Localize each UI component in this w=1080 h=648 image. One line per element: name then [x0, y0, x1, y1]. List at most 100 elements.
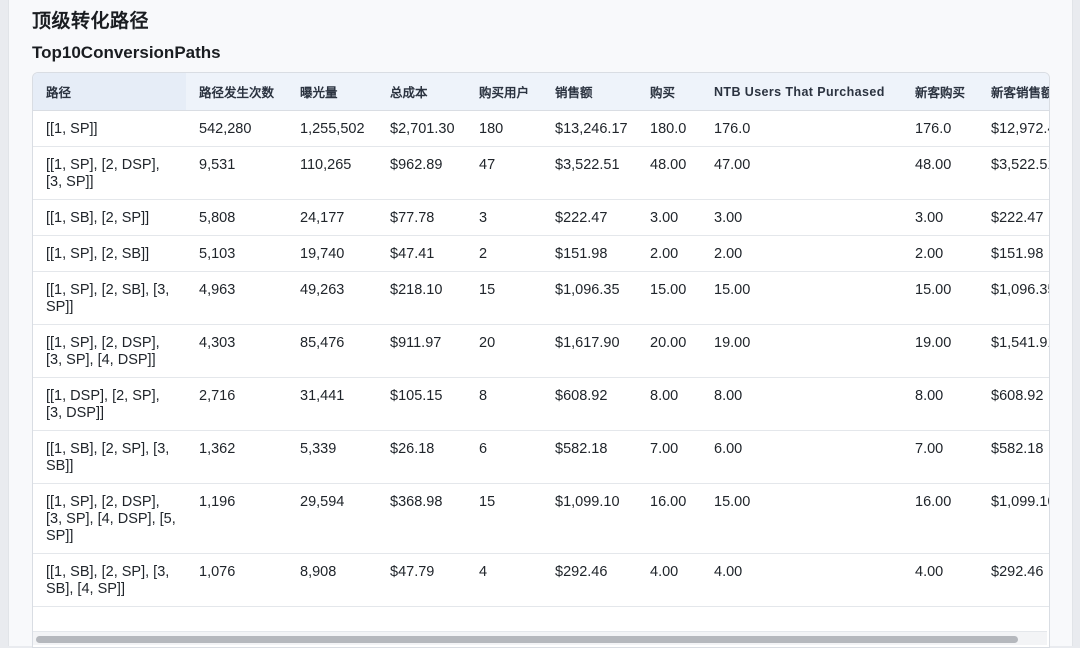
ntb-sales-cell: $292.46 [978, 553, 1049, 607]
column-header-purchasing-users[interactable]: 购买用户 [466, 73, 542, 111]
column-header-total-cost[interactable]: 总成本 [377, 73, 466, 111]
table-row[interactable]: [[1, SB], [2, SP], [3, SB], [4, SP]] 1,07… [33, 553, 1049, 607]
path-cell: [[1, SP], [2, SB], [3, SP]] [33, 271, 186, 325]
conversion-paths-table: 路径 路径发生次数 曝光量 总成本 购买用户 销售额 购买 NTB Users … [33, 73, 1049, 607]
section-title: Top10ConversionPaths [32, 43, 221, 62]
impressions-cell: 8,908 [287, 553, 377, 607]
impressions-cell: 1,255,502 [287, 110, 377, 147]
column-header-path-occurrences[interactable]: 路径发生次数 [186, 73, 287, 111]
column-header-sales[interactable]: 销售额 [542, 73, 637, 111]
table-row[interactable]: [[1, SB], [2, SP], [3, SB]] 1,362 5,339 $26… [33, 430, 1049, 484]
purchases-cell: 48.00 [637, 146, 701, 200]
ntb-sales-cell: $582.18 [978, 430, 1049, 484]
ntb-purchases-cell: 8.00 [902, 377, 978, 431]
sales-cell: $13,246.17 [542, 110, 637, 147]
ntb-purchases-cell: 19.00 [902, 324, 978, 378]
total-cost-cell: $26.18 [377, 430, 466, 484]
path-cell: [[1, SP], [2, SB]] [33, 235, 186, 272]
table-row[interactable]: [[1, SP], [2, DSP], [3, SP]] 9,531 110,265… [33, 146, 1049, 200]
ntb-users-cell: 176.0 [701, 110, 902, 147]
total-cost-cell: $911.97 [377, 324, 466, 378]
ntb-sales-cell: $1,096.35 [978, 271, 1049, 325]
occurrences-cell: 5,808 [186, 199, 287, 236]
ntb-purchases-cell: 7.00 [902, 430, 978, 484]
occurrences-cell: 1,362 [186, 430, 287, 484]
horizontal-scrollbar[interactable] [33, 631, 1047, 645]
path-cell: [[1, SP], [2, DSP], [3, SP], [4, DSP]] [33, 324, 186, 378]
impressions-cell: 85,476 [287, 324, 377, 378]
table-row[interactable]: [[1, DSP], [2, SP], [3, DSP]] 2,716 31,441… [33, 377, 1049, 431]
table-row[interactable]: [[1, SP], [2, DSP], [3, SP], [4, DSP]] 4,… [33, 324, 1049, 378]
purchases-cell: 20.00 [637, 324, 701, 378]
ntb-users-cell: 6.00 [701, 430, 902, 484]
ntb-sales-cell: $1,099.10 [978, 483, 1049, 554]
column-header-impressions[interactable]: 曝光量 [287, 73, 377, 111]
purchases-cell: 15.00 [637, 271, 701, 325]
total-cost-cell: $105.15 [377, 377, 466, 431]
path-cell: [[1, DSP], [2, SP], [3, DSP]] [33, 377, 186, 431]
column-header-ntb-users[interactable]: NTB Users That Purchased [701, 73, 902, 111]
table-row[interactable]: [[1, SB], [2, SP]] 5,808 24,177 $77.78 3 $222… [33, 199, 1049, 236]
ntb-users-cell: 4.00 [701, 553, 902, 607]
path-cell: [[1, SB], [2, SP]] [33, 199, 186, 236]
occurrences-cell: 4,963 [186, 271, 287, 325]
ntb-users-cell: 3.00 [701, 199, 902, 236]
scrollbar-thumb[interactable] [36, 636, 1018, 643]
purchases-cell: 16.00 [637, 483, 701, 554]
ntb-purchases-cell: 176.0 [902, 110, 978, 147]
table-header-row: 路径 路径发生次数 曝光量 总成本 购买用户 销售额 购买 NTB Users … [33, 73, 1049, 111]
path-cell: [[1, SP]] [33, 110, 186, 147]
total-cost-cell: $368.98 [377, 483, 466, 554]
ntb-sales-cell: $222.47 [978, 199, 1049, 236]
table-row[interactable]: [[1, SP], [2, DSP], [3, SP], [4, DSP], [… [33, 483, 1049, 554]
conversion-paths-table-container[interactable]: 路径 路径发生次数 曝光量 总成本 购买用户 销售额 购买 NTB Users … [32, 72, 1050, 648]
total-cost-cell: $218.10 [377, 271, 466, 325]
path-cell: [[1, SP], [2, DSP], [3, SP], [4, DSP], [… [33, 483, 186, 554]
path-cell: [[1, SB], [2, SP], [3, SB], [4, SP]] [33, 553, 186, 607]
occurrences-cell: 542,280 [186, 110, 287, 147]
purchasing-users-cell: 6 [466, 430, 542, 484]
occurrences-cell: 9,531 [186, 146, 287, 200]
sales-cell: $151.98 [542, 235, 637, 272]
ntb-users-cell: 15.00 [701, 483, 902, 554]
impressions-cell: 31,441 [287, 377, 377, 431]
occurrences-cell: 4,303 [186, 324, 287, 378]
purchasing-users-cell: 180 [466, 110, 542, 147]
ntb-sales-cell: $608.92 [978, 377, 1049, 431]
purchasing-users-cell: 47 [466, 146, 542, 200]
total-cost-cell: $962.89 [377, 146, 466, 200]
ntb-users-cell: 15.00 [701, 271, 902, 325]
purchasing-users-cell: 3 [466, 199, 542, 236]
impressions-cell: 29,594 [287, 483, 377, 554]
purchasing-users-cell: 15 [466, 271, 542, 325]
purchasing-users-cell: 15 [466, 483, 542, 554]
table-row[interactable]: [[1, SP], [2, SB], [3, SP]] 4,963 49,263 $2… [33, 271, 1049, 325]
table-row[interactable]: [[1, SP], [2, SB]] 5,103 19,740 $47.41 2 $151… [33, 235, 1049, 272]
table-row[interactable]: [[1, SP]] 542,280 1,255,502 $2,701.30 180 $13… [33, 110, 1049, 147]
purchases-cell: 8.00 [637, 377, 701, 431]
ntb-purchases-cell: 4.00 [902, 553, 978, 607]
sales-cell: $3,522.51 [542, 146, 637, 200]
purchases-cell: 2.00 [637, 235, 701, 272]
column-header-purchases[interactable]: 购买 [637, 73, 701, 111]
ntb-sales-cell: $1,541.91 [978, 324, 1049, 378]
purchasing-users-cell: 20 [466, 324, 542, 378]
path-cell: [[1, SB], [2, SP], [3, SB]] [33, 430, 186, 484]
sales-cell: $1,099.10 [542, 483, 637, 554]
ntb-sales-cell: $12,972.47 [978, 110, 1049, 147]
ntb-purchases-cell: 15.00 [902, 271, 978, 325]
ntb-users-cell: 8.00 [701, 377, 902, 431]
sales-cell: $222.47 [542, 199, 637, 236]
purchases-cell: 7.00 [637, 430, 701, 484]
column-header-ntb-purchases[interactable]: 新客购买 [902, 73, 978, 111]
purchases-cell: 4.00 [637, 553, 701, 607]
column-header-path[interactable]: 路径 [33, 73, 186, 111]
column-header-ntb-sales[interactable]: 新客销售额 [978, 73, 1049, 111]
occurrences-cell: 2,716 [186, 377, 287, 431]
purchases-cell: 180.0 [637, 110, 701, 147]
ntb-sales-cell: $151.98 [978, 235, 1049, 272]
total-cost-cell: $47.79 [377, 553, 466, 607]
impressions-cell: 24,177 [287, 199, 377, 236]
ntb-purchases-cell: 16.00 [902, 483, 978, 554]
impressions-cell: 19,740 [287, 235, 377, 272]
